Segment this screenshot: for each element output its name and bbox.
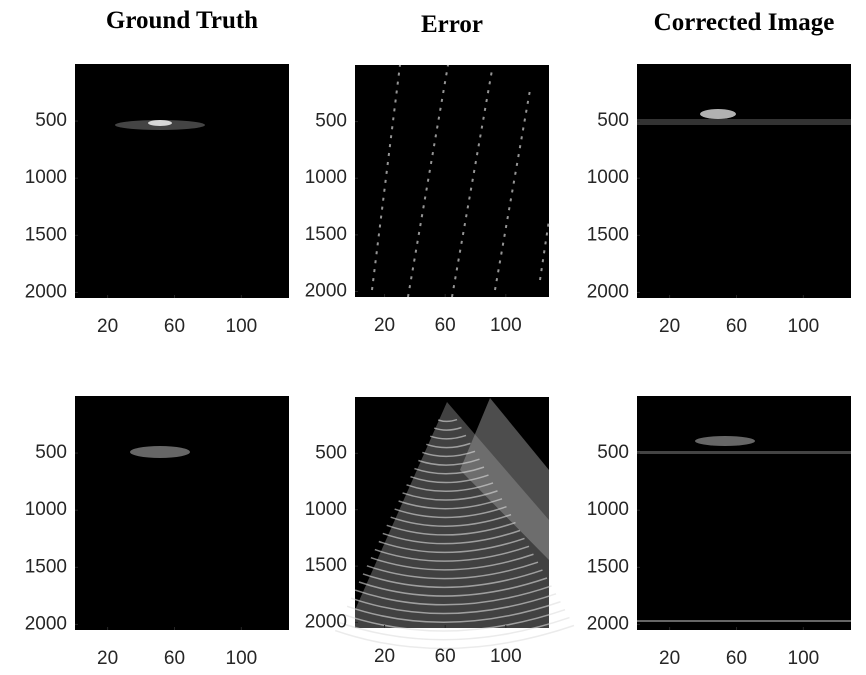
x-tick-label: 20 [659,316,680,337]
arc [437,418,458,423]
arc [433,426,462,431]
y-tick-label: 1500 [587,556,629,577]
y-tick-label: 2000 [25,613,67,634]
x-tick-label: 60 [435,646,456,667]
x-tick-label: 100 [788,648,820,669]
arc [374,545,530,562]
x-tick-label: 60 [164,316,185,337]
y-tick-label: 1000 [25,499,67,520]
panel: Corrected Image 20 60 100 500 1000 1500 2000 [587,9,851,337]
arc [394,506,507,519]
y-tick-label: 1000 [305,499,347,520]
speckle [637,451,851,454]
y-tick-label: 2000 [305,612,347,633]
arc [334,624,575,650]
y-tick-label: 1500 [25,224,67,245]
cone [460,398,549,560]
arc [402,490,498,501]
panel-title: Error [421,11,483,38]
x-tick-label: 100 [490,315,522,336]
y-tick-label: 1500 [305,224,347,245]
arc [422,450,476,458]
streak [539,219,550,281]
x-tick-label: 20 [374,646,395,667]
x-tick-label: 20 [374,315,395,336]
y-tick-label: 500 [597,110,629,131]
x-tick-label: 100 [490,646,522,667]
y-tick-label: 1000 [305,167,347,188]
y-tick-label: 2000 [305,281,347,302]
image [75,64,289,298]
panel: Ground Truth 20 60 100 500 1000 1500 2000 [25,7,289,337]
x-tick-label: 60 [726,648,747,669]
image [637,64,851,298]
arc [350,593,557,615]
streak [451,69,493,298]
y-tick-label: 500 [35,110,67,131]
y-tick-label: 2000 [587,281,629,302]
arc [430,434,467,440]
x-tick-label: 20 [659,648,680,669]
y-tick-label: 1500 [305,555,347,576]
y-tick-label: 2000 [587,613,629,634]
y-tick-label: 2000 [25,281,67,302]
image [75,396,289,630]
y-tick-label: 500 [315,442,347,463]
arc [426,442,471,449]
arc [398,498,503,510]
x-tick-label: 100 [788,316,820,337]
x-tick-label: 100 [226,648,258,669]
y-tick-label: 500 [35,442,67,463]
arc [338,616,570,641]
y-tick-label: 500 [315,111,347,132]
y-tick-label: 500 [597,442,629,463]
y-tick-label: 1500 [587,224,629,245]
arc [414,466,485,475]
arc [390,513,512,527]
x-tick-label: 20 [97,648,118,669]
arc [362,569,543,589]
arc [410,474,489,484]
cone [355,402,549,628]
arc [346,601,561,624]
y-tick-label: 1500 [25,556,67,577]
y-tick-label: 1000 [587,167,629,188]
arc [382,529,521,545]
panel: 20 60 100 500 1000 1500 2000 [25,396,289,669]
x-tick-label: 60 [435,315,456,336]
speckle [695,436,755,446]
x-tick-label: 60 [164,648,185,669]
y-tick-label: 1000 [25,167,67,188]
speckle [637,620,851,622]
arc [406,482,494,492]
arc [342,608,566,632]
arc [366,561,539,580]
panel-title: Ground Truth [106,7,258,34]
speckle [148,120,172,126]
arc [378,537,525,554]
panel: 20 60 100 500 1000 1500 2000 [587,396,851,669]
streak [494,89,531,291]
y-tick-label: 1000 [587,499,629,520]
x-tick-label: 60 [726,316,747,337]
streak [371,64,401,291]
arc [386,521,516,536]
speckle [700,109,736,119]
streak [407,64,449,298]
arc [354,585,552,606]
panel: Error 20 60 100 500 1000 1500 2000 [305,11,550,336]
x-tick-label: 20 [97,316,118,337]
panel-title: Corrected Image [654,9,835,36]
panel: 20 60 100 500 1000 1500 2000 [305,397,575,667]
arc [418,458,480,466]
speckle [130,446,190,458]
arc [370,553,534,571]
speckle [637,119,851,125]
image [355,65,549,297]
x-tick-label: 100 [226,316,258,337]
image [637,396,851,630]
arc [358,577,548,597]
